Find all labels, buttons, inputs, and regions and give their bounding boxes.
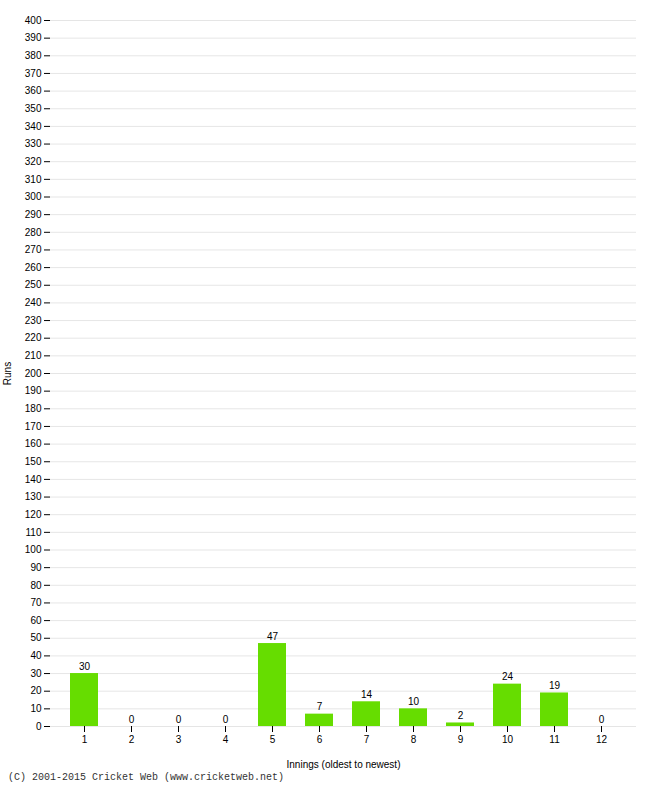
svg-text:0: 0 bbox=[129, 714, 135, 725]
svg-text:4: 4 bbox=[223, 734, 229, 745]
svg-text:280: 280 bbox=[25, 227, 42, 238]
svg-text:20: 20 bbox=[30, 685, 42, 696]
svg-text:180: 180 bbox=[25, 403, 42, 414]
svg-text:260: 260 bbox=[25, 262, 42, 273]
svg-text:9: 9 bbox=[458, 734, 464, 745]
svg-text:3: 3 bbox=[176, 734, 182, 745]
svg-text:170: 170 bbox=[25, 421, 42, 432]
svg-text:230: 230 bbox=[25, 315, 42, 326]
svg-text:200: 200 bbox=[25, 368, 42, 379]
svg-text:0: 0 bbox=[599, 714, 605, 725]
svg-text:19: 19 bbox=[549, 680, 561, 691]
svg-text:320: 320 bbox=[25, 156, 42, 167]
svg-text:5: 5 bbox=[270, 734, 276, 745]
svg-text:10: 10 bbox=[30, 703, 42, 714]
svg-text:350: 350 bbox=[25, 103, 42, 114]
svg-text:310: 310 bbox=[25, 174, 42, 185]
svg-text:0: 0 bbox=[36, 721, 42, 732]
svg-text:Innings (oldest to newest): Innings (oldest to newest) bbox=[287, 759, 401, 770]
svg-text:90: 90 bbox=[30, 562, 42, 573]
svg-text:7: 7 bbox=[364, 734, 370, 745]
svg-text:12: 12 bbox=[596, 734, 608, 745]
svg-text:380: 380 bbox=[25, 50, 42, 61]
svg-text:330: 330 bbox=[25, 138, 42, 149]
svg-text:360: 360 bbox=[25, 85, 42, 96]
svg-text:160: 160 bbox=[25, 438, 42, 449]
svg-text:150: 150 bbox=[25, 456, 42, 467]
svg-text:80: 80 bbox=[30, 580, 42, 591]
svg-text:10: 10 bbox=[502, 734, 514, 745]
svg-text:10: 10 bbox=[408, 696, 420, 707]
svg-text:290: 290 bbox=[25, 209, 42, 220]
svg-text:6: 6 bbox=[317, 734, 323, 745]
svg-text:60: 60 bbox=[30, 615, 42, 626]
svg-text:140: 140 bbox=[25, 474, 42, 485]
svg-text:250: 250 bbox=[25, 279, 42, 290]
html-text:(C) 2001-2015 Cricket Web (www: (C) 2001-2015 Cricket Web (www.cricketwe… bbox=[8, 772, 284, 783]
svg-text:11: 11 bbox=[549, 734, 560, 745]
svg-text:2: 2 bbox=[129, 734, 135, 745]
svg-text:270: 270 bbox=[25, 244, 42, 255]
svg-text:70: 70 bbox=[30, 597, 42, 608]
svg-text:0: 0 bbox=[176, 714, 182, 725]
svg-text:340: 340 bbox=[25, 121, 42, 132]
svg-text:40: 40 bbox=[30, 650, 42, 661]
svg-text:120: 120 bbox=[25, 509, 42, 520]
svg-text:14: 14 bbox=[361, 689, 373, 700]
svg-text:30: 30 bbox=[30, 668, 42, 679]
svg-text:110: 110 bbox=[26, 527, 42, 538]
svg-text:Runs: Runs bbox=[2, 362, 13, 385]
svg-text:220: 220 bbox=[25, 332, 42, 343]
svg-text:370: 370 bbox=[25, 68, 42, 79]
svg-text:210: 210 bbox=[25, 350, 42, 361]
svg-text:47: 47 bbox=[267, 631, 279, 642]
svg-text:130: 130 bbox=[25, 491, 42, 502]
svg-text:240: 240 bbox=[25, 297, 42, 308]
svg-text:1: 1 bbox=[82, 734, 88, 745]
svg-text:2: 2 bbox=[458, 710, 464, 721]
svg-text:24: 24 bbox=[502, 671, 514, 682]
svg-text:50: 50 bbox=[30, 632, 42, 643]
svg-text:30: 30 bbox=[79, 661, 91, 672]
svg-text:300: 300 bbox=[25, 191, 42, 202]
svg-text:100: 100 bbox=[25, 544, 42, 555]
svg-text:400: 400 bbox=[25, 15, 42, 26]
svg-text:8: 8 bbox=[411, 734, 417, 745]
svg-text:390: 390 bbox=[25, 32, 42, 43]
svg-text:190: 190 bbox=[25, 385, 42, 396]
svg-text:0: 0 bbox=[223, 714, 229, 725]
svg-text:7: 7 bbox=[317, 701, 323, 712]
